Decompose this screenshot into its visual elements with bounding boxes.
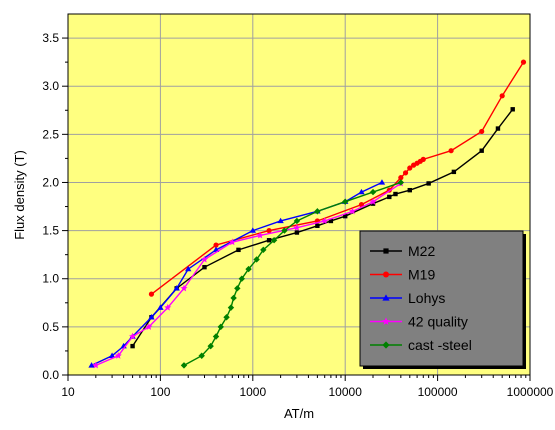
x-axis-label: AT/m <box>284 406 314 421</box>
data-point-m22 <box>426 181 430 185</box>
data-point-m22 <box>130 344 134 348</box>
legend-label: cast -steel <box>408 337 472 353</box>
x-tick-label: 1000000 <box>507 385 554 399</box>
y-tick-label: 2.0 <box>42 175 59 189</box>
data-point-m22 <box>236 248 240 252</box>
x-tick-label: 100000 <box>418 385 458 399</box>
y-tick-label: 1.5 <box>42 224 59 238</box>
legend-swatch-marker <box>383 272 389 278</box>
data-point-m22 <box>496 126 500 130</box>
data-point-m22 <box>511 107 515 111</box>
data-point-m19 <box>479 129 484 134</box>
y-tick-label: 0.0 <box>42 368 59 382</box>
y-axis-label: Flux density (T) <box>12 150 27 240</box>
data-point-m22 <box>267 238 271 242</box>
data-point-m19 <box>500 93 505 98</box>
y-tick-label: 3.0 <box>42 79 59 93</box>
legend-label: Lohys <box>408 290 445 306</box>
x-tick-label: 1000 <box>239 385 266 399</box>
y-tick-label: 0.5 <box>42 320 59 334</box>
data-point-m19 <box>521 60 526 65</box>
data-point-m19 <box>421 157 426 162</box>
x-tick-label: 10 <box>61 385 75 399</box>
legend-swatch-marker <box>383 248 388 253</box>
data-point-m22 <box>479 148 483 152</box>
y-tick-label: 3.5 <box>42 31 59 45</box>
legend-label: M22 <box>408 243 435 259</box>
data-point-m22 <box>393 192 397 196</box>
data-point-m19 <box>403 170 408 175</box>
data-point-m19 <box>449 148 454 153</box>
y-tick-label: 2.5 <box>42 127 59 141</box>
data-point-m22 <box>408 188 412 192</box>
data-point-m22 <box>315 224 319 228</box>
data-point-m22 <box>202 265 206 269</box>
data-point-m19 <box>149 292 154 297</box>
data-point-m22 <box>387 195 391 199</box>
legend-label: M19 <box>408 267 435 283</box>
data-point-m19 <box>266 228 271 233</box>
legend-label: 42 quality <box>408 314 468 330</box>
legend: M22 M19 Lohys 42 quality cast -steel <box>360 231 526 369</box>
data-point-m22 <box>452 170 456 174</box>
x-tick-label: 10000 <box>329 385 363 399</box>
data-point-m22 <box>295 230 299 234</box>
y-tick-label: 1.0 <box>42 272 59 286</box>
x-tick-label: 100 <box>150 385 170 399</box>
